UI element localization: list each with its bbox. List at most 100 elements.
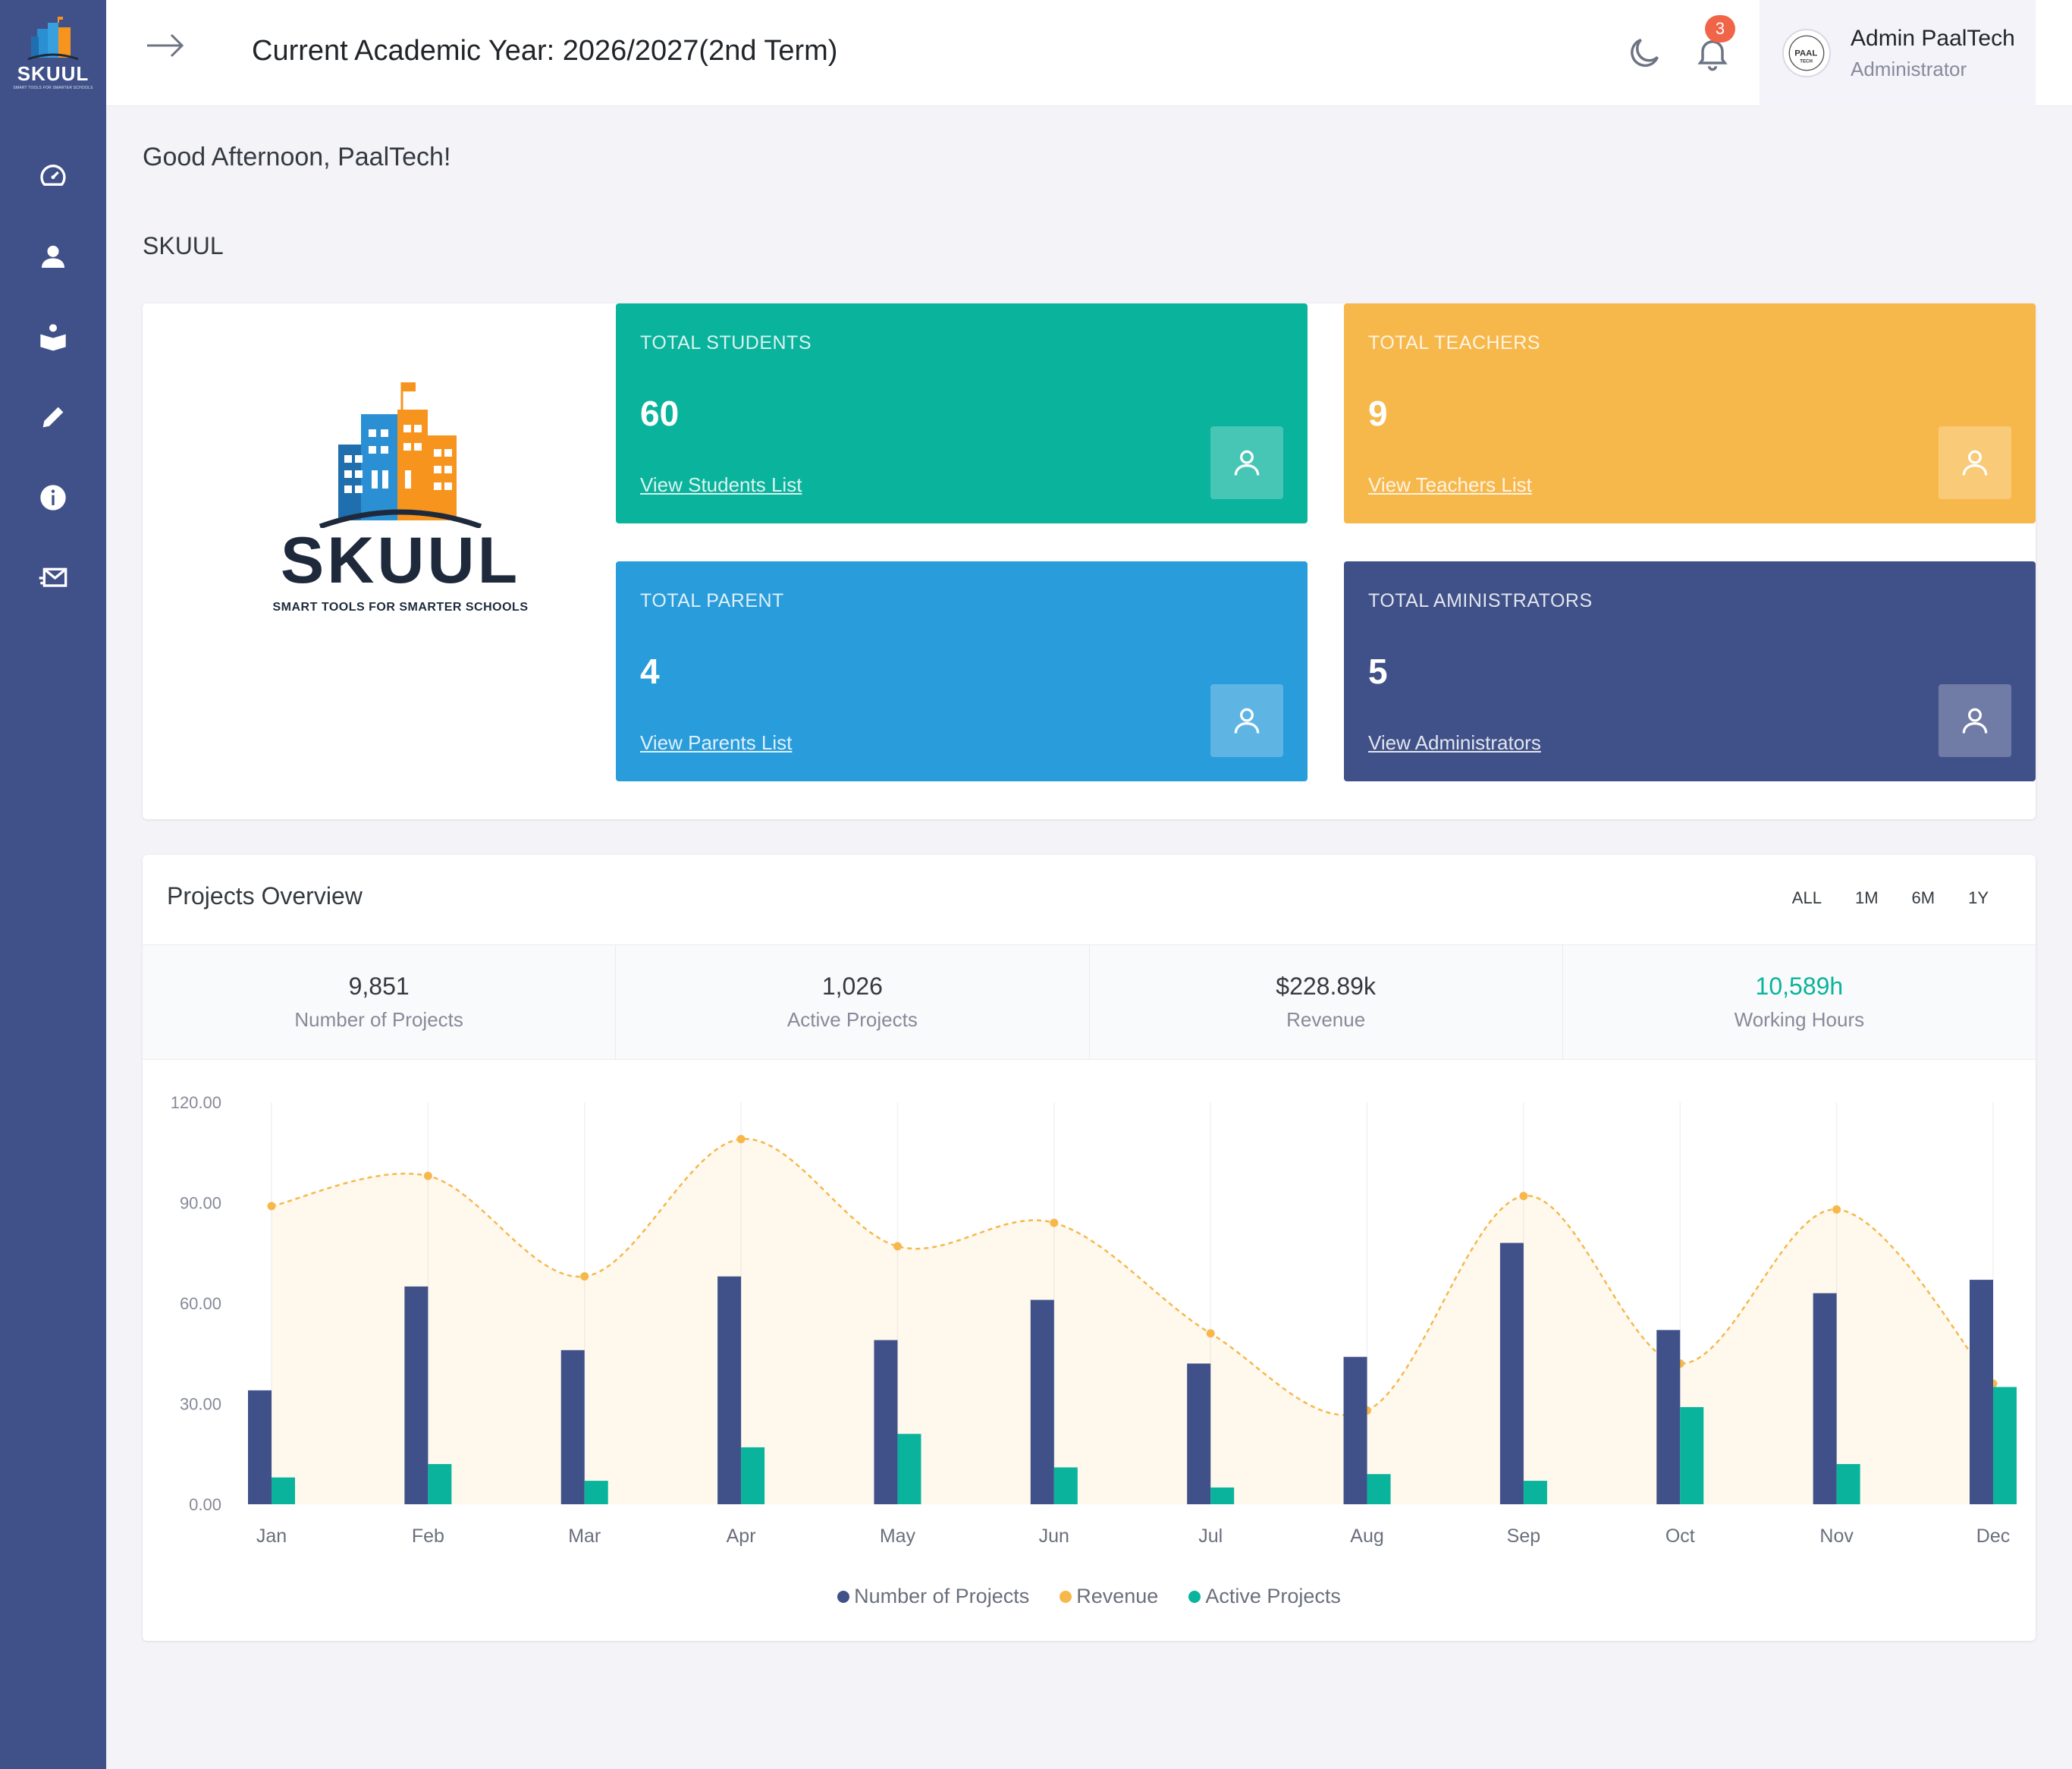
revenue-point	[1050, 1218, 1059, 1227]
logo-tagline: SMART TOOLS FOR SMARTER SCHOOLS	[272, 601, 529, 614]
stat-total-students: TOTAL STUDENTS 60 View Students List	[616, 303, 1308, 523]
sidebar-logo[interactable]: SKUUL SMART TOOLS FOR SMARTER SCHOOLS	[0, 0, 106, 106]
sidebar-item-reading[interactable]	[33, 317, 73, 357]
projects-bar	[560, 1350, 585, 1504]
active-projects-bar	[272, 1477, 295, 1504]
projects-bar	[1656, 1330, 1681, 1504]
arrow-right-icon[interactable]	[144, 27, 187, 64]
info-icon	[40, 485, 66, 511]
y-tick-label: 60.00	[180, 1294, 221, 1313]
summary-label: Number of Projects	[294, 1008, 463, 1031]
stat-label: TOTAL STUDENTS	[640, 332, 812, 353]
legend-item[interactable]: Revenue	[1060, 1585, 1158, 1608]
stat-label: TOTAL TEACHERS	[1368, 332, 1540, 353]
notification-badge: 3	[1705, 15, 1735, 42]
summary-label: Revenue	[1286, 1008, 1366, 1031]
projects-bar	[404, 1286, 429, 1504]
school-building-icon	[319, 382, 482, 528]
projects-chart: 0.00 30.00 60.00 90.00 120.00 Jan Feb Mar Apr May…	[171, 1093, 2017, 1547]
projects-bar	[717, 1276, 742, 1504]
revenue-point	[580, 1272, 589, 1281]
summary-value: 10,589h	[1755, 972, 1844, 1000]
x-tick-label: Aug	[1350, 1525, 1383, 1547]
active-projects-bar	[1210, 1487, 1235, 1504]
stat-total-parent: TOTAL PARENT 4 View Parents List	[616, 561, 1308, 781]
projects-bar	[248, 1390, 272, 1504]
y-tick-label: 120.00	[171, 1093, 221, 1112]
summary-value: $228.89k	[1276, 972, 1376, 1000]
sidebar-item-edit[interactable]	[33, 397, 73, 437]
legend-marker	[837, 1590, 850, 1603]
revenue-point	[267, 1202, 276, 1211]
x-tick-label: Jul	[1198, 1525, 1223, 1547]
active-projects-bar	[741, 1447, 765, 1504]
avatar: PAAL TECH	[1782, 29, 1831, 77]
view-students-link[interactable]: View Students List	[640, 473, 802, 496]
svg-text:TECH: TECH	[1800, 58, 1813, 64]
summary-label: Active Projects	[786, 1008, 918, 1031]
stat-value: 5	[1368, 652, 1388, 691]
legend-marker	[1060, 1590, 1072, 1603]
active-projects-bar	[1836, 1464, 1860, 1504]
range-6m-button[interactable]: 6M	[1911, 888, 1935, 907]
x-tick-label: Dec	[1976, 1525, 2010, 1547]
user-outline-icon	[1234, 450, 1260, 476]
user-icon	[42, 245, 64, 268]
chart-legend: Number of Projects Revenue Active Projects	[143, 1585, 2036, 1608]
stat-value: 60	[640, 394, 680, 433]
school-logo: SKUUL SMART TOOLS FOR SMARTER SCHOOLS	[264, 376, 537, 627]
projects-overview-card: Projects Overview ALL 1M 6M 1Y 9,851 Num…	[143, 855, 2036, 1641]
greeting: Good Afternoon, PaalTech!	[143, 143, 451, 171]
view-teachers-link[interactable]: View Teachers List	[1368, 473, 1532, 496]
x-tick-label: Apr	[727, 1525, 756, 1547]
projects-bar	[1187, 1363, 1211, 1504]
sidebar-item-dashboard[interactable]	[33, 156, 73, 196]
user-role: Administrator	[1851, 58, 1967, 80]
user-outline-icon	[1234, 708, 1260, 734]
range-all-button[interactable]: ALL	[1791, 888, 1822, 907]
summary-number-of-projects: 9,851 Number of Projects	[143, 945, 617, 1059]
x-tick-label: May	[880, 1525, 916, 1547]
view-parents-link[interactable]: View Parents List	[640, 731, 793, 754]
y-tick-label: 90.00	[180, 1194, 221, 1213]
legend-label: Revenue	[1076, 1585, 1159, 1607]
stats-card: SKUUL SMART TOOLS FOR SMARTER SCHOOLS TO…	[143, 303, 2036, 819]
summary-working-hours: 10,589h Working Hours	[1563, 945, 2036, 1059]
sidebar-brand-tagline: SMART TOOLS FOR SMARTER SCHOOLS	[13, 85, 93, 90]
view-administrators-link[interactable]: View Administrators	[1368, 731, 1541, 754]
revenue-point	[736, 1135, 746, 1144]
active-projects-bar	[1367, 1474, 1391, 1504]
moon-icon[interactable]	[1625, 33, 1664, 73]
stat-value: 4	[640, 652, 660, 691]
stat-total-teachers: TOTAL TEACHERS 9 View Teachers List	[1344, 303, 2036, 523]
legend-item[interactable]: Active Projects	[1188, 1585, 1341, 1608]
y-tick-label: 0.00	[189, 1495, 221, 1514]
user-outline-icon	[1962, 450, 1988, 476]
revenue-point	[1519, 1192, 1528, 1201]
range-1m-button[interactable]: 1M	[1854, 888, 1879, 907]
book-reader-icon	[40, 324, 66, 351]
stat-label: TOTAL PARENT	[640, 590, 784, 611]
summary-value: 1,026	[821, 972, 883, 1000]
range-1y-button[interactable]: 1Y	[1968, 888, 1989, 907]
school-building-icon	[27, 16, 79, 60]
revenue-point	[1832, 1205, 1841, 1214]
legend-item[interactable]: Number of Projects	[837, 1585, 1029, 1608]
legend-marker	[1188, 1590, 1201, 1603]
y-tick-label: 30.00	[180, 1395, 221, 1414]
school-name: SKUUL	[143, 232, 224, 259]
stat-icon-box	[1210, 426, 1283, 499]
sidebar-item-messages[interactable]	[33, 558, 73, 598]
projects-bar	[1030, 1299, 1054, 1504]
user-menu[interactable]: PAAL TECH Admin PaalTech Administrator	[1760, 0, 2036, 106]
x-tick-label: Mar	[568, 1525, 601, 1547]
paaltech-logo-icon: PAAL TECH	[1788, 35, 1825, 71]
summary-value: 9,851	[348, 972, 410, 1000]
topbar: Current Academic Year: 2026/2027(2nd Ter…	[106, 0, 2072, 106]
projects-bar	[1499, 1243, 1524, 1504]
mail-icon	[39, 567, 67, 587]
sidebar-item-users[interactable]	[33, 237, 73, 276]
sidebar-item-info[interactable]	[33, 478, 73, 517]
stat-total-administrators: TOTAL AMINISTRATORS 5 View Administrator…	[1344, 561, 2036, 781]
x-tick-label: Nov	[1819, 1525, 1854, 1547]
